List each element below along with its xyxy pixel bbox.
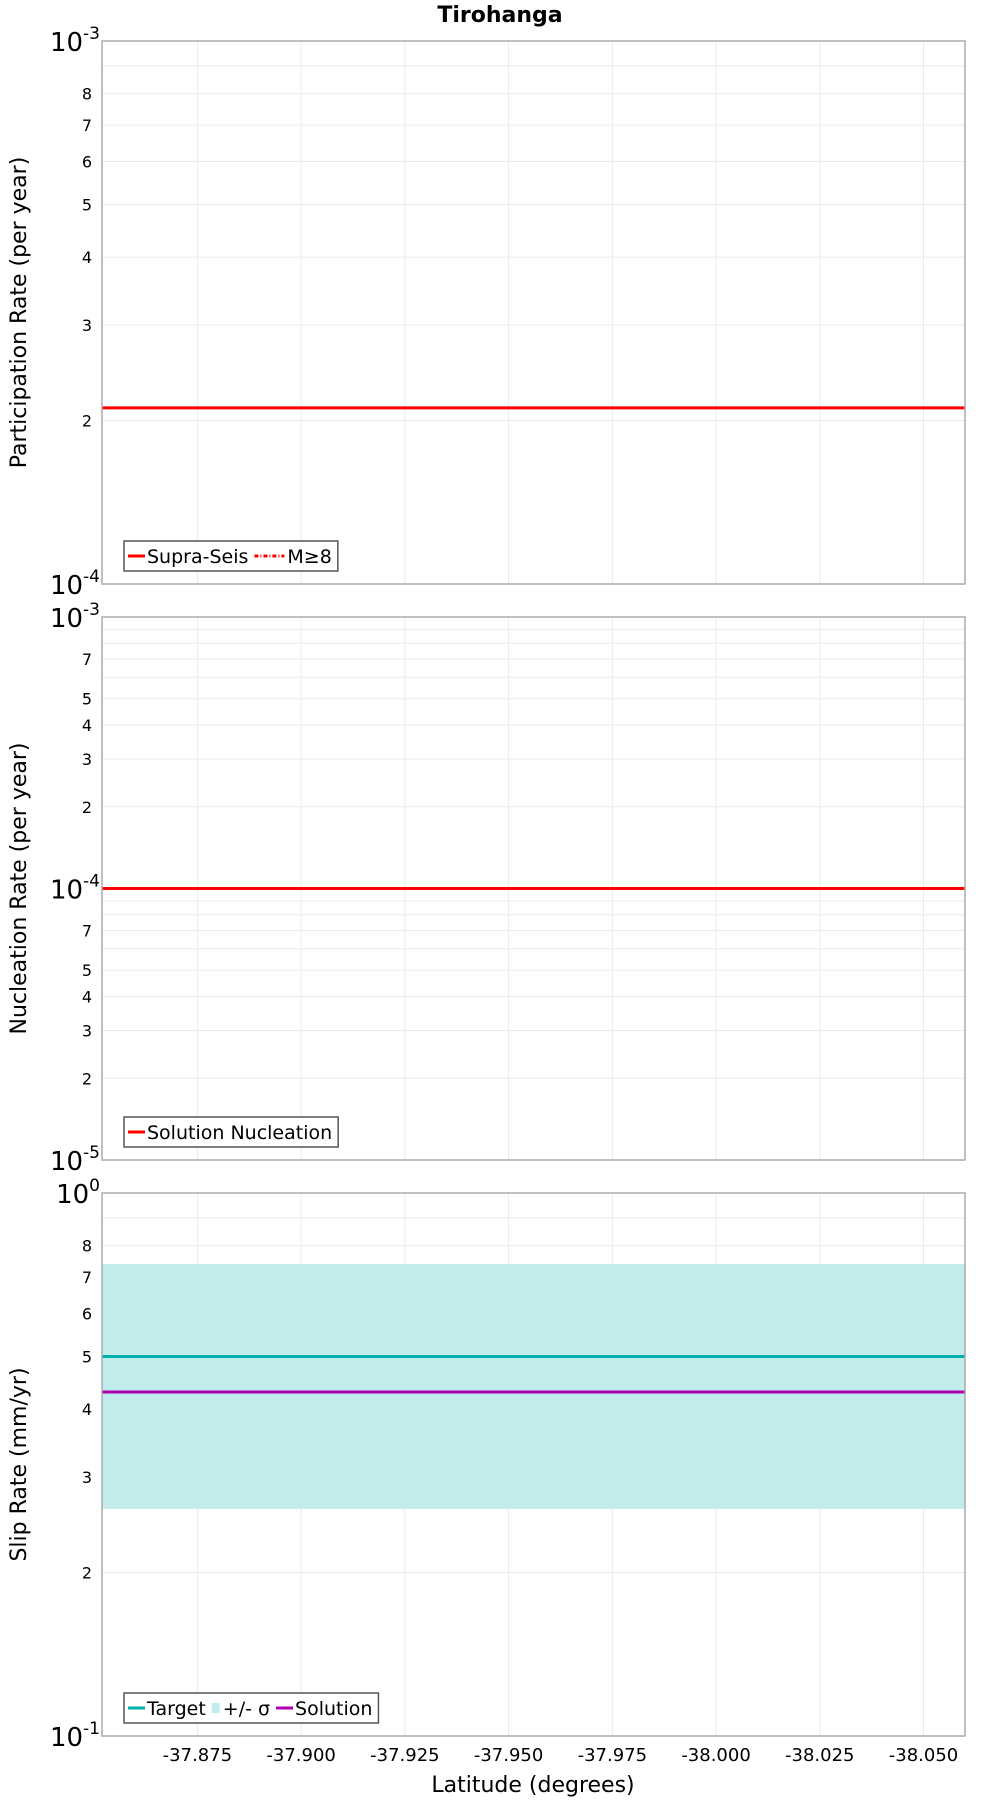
y-tick-label: 4 bbox=[82, 1400, 92, 1419]
y-tick-label: 5 bbox=[82, 1347, 92, 1366]
y-tick-label: 4 bbox=[82, 248, 92, 267]
chart-title: Tirohanga bbox=[437, 3, 562, 28]
x-tick-label: -37.875 bbox=[163, 1745, 232, 1766]
x-axis-label: Latitude (degrees) bbox=[431, 1773, 634, 1798]
x-tick-label: -38.000 bbox=[681, 1745, 750, 1766]
legend-box bbox=[123, 540, 339, 572]
y-tick-label: 4 bbox=[82, 716, 92, 735]
x-tick-label: -37.925 bbox=[370, 1745, 439, 1766]
y-tick-label: 6 bbox=[82, 1304, 92, 1323]
y-tick-label: 8 bbox=[82, 85, 92, 104]
y-decade-label: 100 bbox=[56, 1176, 100, 1210]
legend-label: M≥8 bbox=[287, 546, 331, 568]
y-tick-label: 6 bbox=[82, 152, 92, 171]
y-decade-label: 10-3 bbox=[50, 600, 100, 634]
panel-3: 2 3 4 5 6 7 8 10-1 100 Slip Rate (mm/yr) Target +/-… bbox=[7, 1176, 966, 1753]
x-tick-label: -38.025 bbox=[785, 1745, 854, 1766]
y-axis-label: Slip Rate (mm/yr) bbox=[7, 1367, 32, 1561]
sigma-band bbox=[102, 1264, 965, 1509]
plot-frame bbox=[101, 1192, 966, 1737]
legend-label: Solution Nucleation bbox=[147, 1122, 332, 1144]
y-tick-label: 4 bbox=[82, 988, 92, 1007]
x-tick-label: -38.050 bbox=[889, 1745, 958, 1766]
legend: Solution Nucleation bbox=[123, 1116, 339, 1148]
y-tick-label: 2 bbox=[82, 412, 92, 431]
x-tick-label: -37.900 bbox=[266, 1745, 335, 1766]
legend-label: Supra-Seis bbox=[147, 546, 248, 568]
y-decade-label: 10-4 bbox=[50, 872, 100, 906]
y-tick-label: 2 bbox=[82, 798, 92, 817]
plot-frame bbox=[101, 616, 966, 1161]
legend-label: Solution bbox=[295, 1698, 372, 1720]
y-tick-label: 2 bbox=[82, 1564, 92, 1583]
y-axis-label: Nucleation Rate (per year) bbox=[7, 743, 32, 1035]
y-decade-label: 10-1 bbox=[50, 1719, 100, 1753]
y-tick-label: 3 bbox=[82, 1021, 92, 1040]
y-tick-label: 7 bbox=[82, 922, 92, 941]
y-tick-label: 2 bbox=[82, 1069, 92, 1088]
y-tick-label: 7 bbox=[82, 650, 92, 669]
y-tick-label: 8 bbox=[82, 1237, 92, 1256]
y-tick-label: 3 bbox=[82, 316, 92, 335]
y-decade-label: 10-3 bbox=[50, 24, 100, 58]
y-tick-label: 3 bbox=[82, 1468, 92, 1487]
legend: Supra-Seis M≥8 bbox=[123, 540, 339, 572]
y-tick-label: 5 bbox=[82, 690, 92, 709]
x-tick-label: -37.975 bbox=[578, 1745, 647, 1766]
legend: Target +/- σ Solution bbox=[123, 1692, 380, 1724]
panel-1: 2 3 4 5 6 7 8 10-4 10-3 Participation Rate (per y… bbox=[7, 24, 966, 601]
legend-label: +/- σ bbox=[223, 1698, 270, 1720]
y-decade-label: 10-4 bbox=[50, 567, 100, 601]
panel-2: 2 3 4 5 7 2 3 4 5 7 10-5 10-4 10-3 Nucleation Rate (p… bbox=[7, 600, 966, 1177]
y-axis-label: Participation Rate (per year) bbox=[7, 157, 32, 469]
y-tick-label: 7 bbox=[82, 116, 92, 135]
y-decade-label: 10-5 bbox=[50, 1143, 100, 1177]
legend-box bbox=[123, 1116, 339, 1148]
y-tick-label: 5 bbox=[82, 961, 92, 980]
y-tick-label: 7 bbox=[82, 1268, 92, 1287]
legend-box bbox=[123, 1692, 380, 1724]
y-tick-label: 3 bbox=[82, 750, 92, 769]
legend-swatch-band bbox=[211, 1703, 220, 1713]
x-tick-label: -37.950 bbox=[474, 1745, 543, 1766]
legend-label: Target bbox=[146, 1698, 206, 1720]
plot-frame bbox=[101, 40, 966, 585]
y-tick-label: 5 bbox=[82, 195, 92, 214]
